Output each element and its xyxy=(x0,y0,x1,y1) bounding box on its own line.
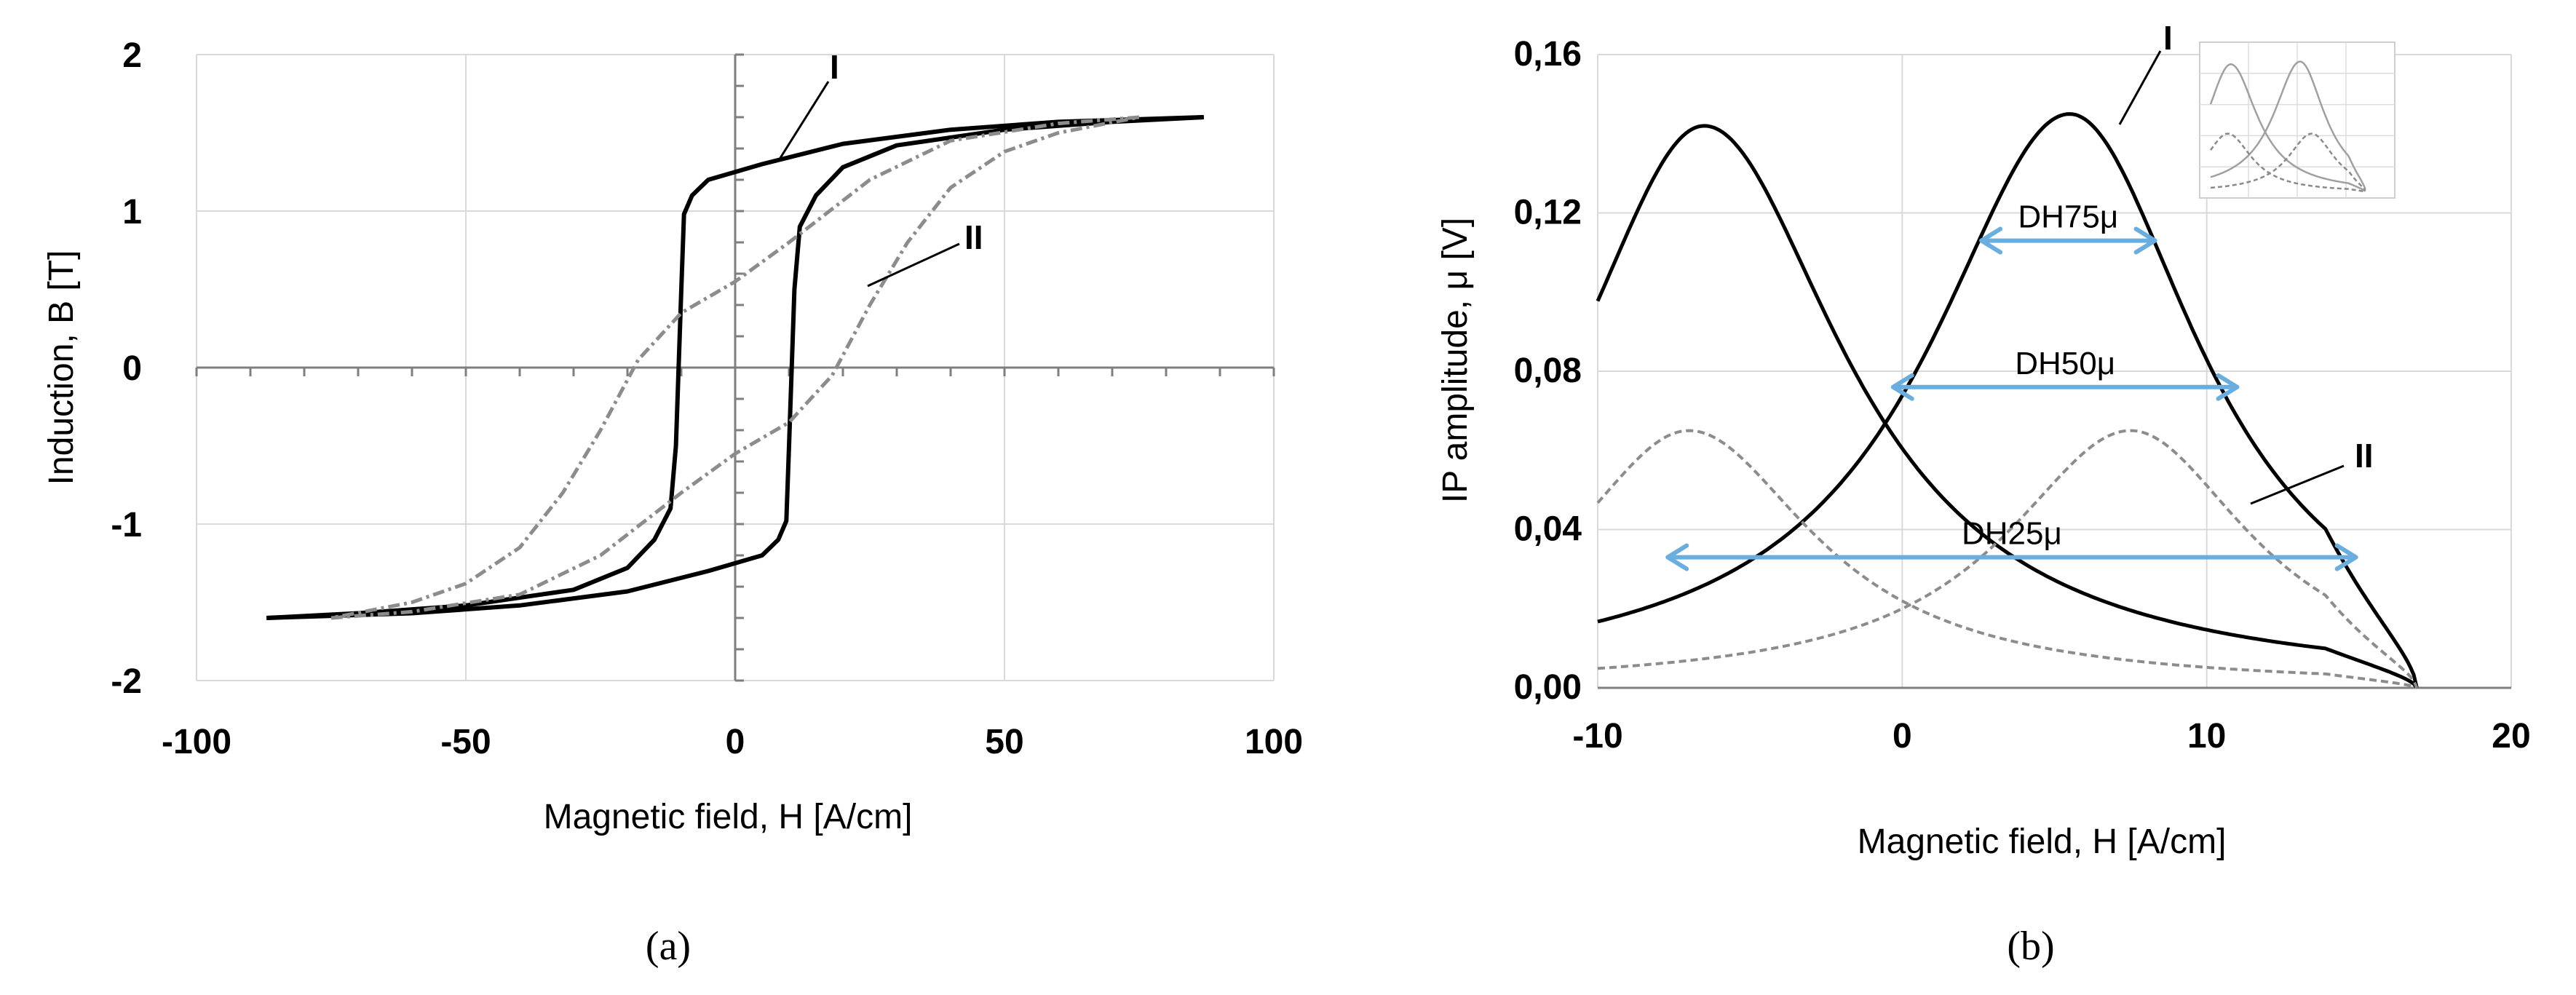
panel-b-width-markers: DH75μ DH50μ DH25μ xyxy=(1665,199,2358,571)
panel-a-y-tick-label: -1 xyxy=(111,506,142,544)
panel-b-annotation-II: II xyxy=(2355,437,2374,475)
panel-a-y-tick-label: 1 xyxy=(122,193,142,231)
panel-a-annotation-I: I xyxy=(830,48,839,86)
marker-dh50mu: DH50μ xyxy=(1890,346,2240,401)
annotation-leader-b-II xyxy=(2250,464,2345,505)
marker-dh75mu: DH75μ xyxy=(1979,199,2157,255)
marker-label: DH75μ xyxy=(2018,199,2118,235)
panel-b-x-axis-label: Magnetic field, H [A/cm] xyxy=(1858,822,2227,861)
panel-b-y-tick-label: 0,00 xyxy=(1514,668,1582,707)
panel-b-x-tick-label: -10 xyxy=(1572,717,1622,756)
panel-a-caption: (a) xyxy=(646,924,691,969)
panel-a-y-axis-label: Induction, B [T] xyxy=(42,250,81,485)
panel-a-x-tick-label: 50 xyxy=(985,723,1023,761)
panel-b-y-tick-label: 0,16 xyxy=(1514,35,1582,74)
panel-b-x-tick-label: 10 xyxy=(2187,717,2226,756)
panel-b-tick-labels: -10 0 10 20 0,00 0,04 0,08 0,12 0,16 xyxy=(1514,35,2531,756)
annotation-leader-a-II xyxy=(867,242,960,288)
series-II-peak-1 xyxy=(1597,429,2419,689)
panel-b-x-tick-label: 20 xyxy=(2492,717,2530,756)
panel-b-x-tick-label: 0 xyxy=(1893,717,1912,756)
marker-label: DH25μ xyxy=(1962,516,2062,552)
panel-a-y-tick-label: -2 xyxy=(111,662,142,701)
series-I-descending-branch xyxy=(266,115,1204,620)
inset-series-II-peak-1 xyxy=(2210,132,2366,191)
panel-a-y-tick-label: 0 xyxy=(122,349,142,388)
annotation-leader-a-I xyxy=(779,81,830,159)
marker-dh25mu: DH25μ xyxy=(1665,516,2358,571)
panel-b-chart: -10 0 10 200,000,040,080,120,16 DH75μDH50μD… xyxy=(1436,19,2531,969)
panel-b-caption: (b) xyxy=(2007,924,2054,969)
panel-a-x-tick-label: -100 xyxy=(162,723,231,761)
panel-a-tick-labels: -100 -50 0 50 100 -2 -1 0 1 2 xyxy=(111,36,1303,761)
panel-a-x-axis-label: Magnetic field, H [A/cm] xyxy=(544,798,913,836)
series-II-ascending-branch xyxy=(330,115,1140,620)
series-II-peak-2 xyxy=(1596,429,2418,689)
panel-a-x-tick-label: 100 xyxy=(1245,723,1303,761)
series-I-peak-1 xyxy=(1597,112,2419,689)
panel-b-y-tick-label: 0,12 xyxy=(1514,194,1582,232)
inset-series-I-peak-2 xyxy=(2209,63,2366,192)
series-II-descending-branch xyxy=(330,115,1140,620)
panel-b-y-tick-label: 0,08 xyxy=(1514,352,1582,390)
panel-a-y-tick-label: 2 xyxy=(122,36,142,75)
panel-b-y-axis-label: IP amplitude, μ [V] xyxy=(1436,218,1475,503)
panel-a-chart: -100 -50 0 50 100 -2 -1 0 1 2 Magnetic field, H [… xyxy=(42,36,1303,969)
inset-series-II-peak-2 xyxy=(2209,132,2366,193)
panel-b-curves xyxy=(1596,112,2419,689)
series-I-ascending-branch xyxy=(266,115,1204,620)
panel-a-axes xyxy=(195,53,1275,682)
panel-a-annotation-II: II xyxy=(964,218,983,256)
series-I-peak-2 xyxy=(1596,124,2419,689)
panel-b-y-tick-label: 0,04 xyxy=(1514,510,1582,549)
annotation-leader-b-I xyxy=(2118,50,2162,125)
panel-a-x-tick-label: 0 xyxy=(726,723,745,761)
inset-series-I-peak-1 xyxy=(2210,60,2366,190)
panel-b-inset-thumbnail xyxy=(2199,41,2395,199)
panel-b-annotation-I: I xyxy=(2163,19,2173,57)
panel-a-curves xyxy=(266,115,1204,620)
panel-a-x-tick-label: -50 xyxy=(440,723,491,761)
marker-label: DH50μ xyxy=(2015,346,2115,381)
